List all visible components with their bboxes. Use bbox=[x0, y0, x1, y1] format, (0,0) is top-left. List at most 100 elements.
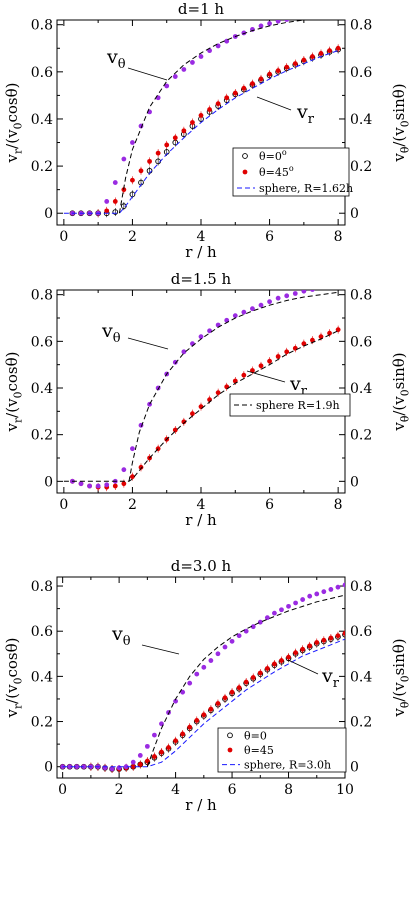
y-axis-label-left: vr/(v0cosθ) bbox=[3, 83, 25, 164]
label-part-rest: /(v bbox=[3, 129, 21, 149]
data-point bbox=[190, 120, 195, 125]
data-point bbox=[198, 334, 204, 340]
data-point bbox=[74, 764, 80, 770]
y-tick-label-right: 0.2 bbox=[350, 428, 372, 444]
legend-label: sphere, R=1.62h bbox=[259, 182, 353, 195]
label-part-tail: sinθ) bbox=[390, 83, 408, 120]
x-tick-label: 2 bbox=[128, 497, 137, 513]
data-point bbox=[112, 209, 119, 215]
data-point bbox=[87, 483, 92, 489]
label-part-sub2: 0 bbox=[12, 677, 25, 684]
data-point bbox=[207, 328, 212, 334]
annotation-pointer bbox=[256, 96, 292, 111]
data-point bbox=[116, 765, 122, 771]
data-point bbox=[166, 745, 171, 750]
legend-box bbox=[232, 147, 350, 197]
data-point bbox=[310, 290, 315, 292]
annotation-label: vθ bbox=[101, 320, 121, 346]
y-tick-label-left: 0.2 bbox=[31, 428, 53, 444]
data-point bbox=[155, 150, 161, 156]
label-part-main: v bbox=[390, 153, 408, 163]
data-point bbox=[222, 695, 228, 701]
x-tick-label: 10 bbox=[336, 782, 354, 798]
y-tick-label-left: 0.8 bbox=[31, 18, 53, 34]
data-point bbox=[275, 20, 281, 24]
y-tick-label-right: 0.4 bbox=[350, 112, 372, 128]
data-point bbox=[232, 90, 238, 96]
data-point bbox=[215, 101, 221, 107]
data-point bbox=[172, 427, 178, 433]
data-point bbox=[104, 208, 110, 214]
data-point bbox=[318, 334, 324, 340]
y-axis-label-right: vθ/(v0sinθ) bbox=[390, 352, 412, 431]
plot-area bbox=[63, 20, 341, 218]
series-line-2 bbox=[63, 330, 339, 482]
data-point bbox=[279, 658, 284, 663]
data-point bbox=[272, 661, 277, 667]
data-point bbox=[138, 168, 144, 174]
y-tick-label-left: 0 bbox=[44, 206, 53, 222]
label-part-main: v bbox=[3, 422, 21, 432]
series-line-4 bbox=[118, 20, 311, 214]
data-point bbox=[286, 654, 291, 660]
legend-label-sup: o bbox=[282, 148, 287, 157]
annotation-sub: θ bbox=[113, 331, 121, 346]
legend: θ=0 θ=45 sphere, R=3.0h bbox=[217, 727, 347, 773]
annotation-sub: r bbox=[301, 384, 308, 399]
legend-label: θ=45o bbox=[259, 164, 294, 179]
annotation-sub: r bbox=[308, 112, 315, 127]
y-axis-label-left: vr/(v0cosθ) bbox=[3, 352, 25, 433]
annotation-main: v bbox=[106, 46, 118, 68]
data-point bbox=[67, 764, 73, 770]
data-point bbox=[152, 754, 157, 759]
data-point bbox=[187, 680, 193, 686]
data-point bbox=[130, 140, 135, 145]
data-point bbox=[137, 753, 143, 758]
x-tick-label: 8 bbox=[284, 782, 293, 798]
x-tick-label: 4 bbox=[171, 782, 180, 798]
x-tick-label: 8 bbox=[334, 229, 343, 245]
x-axis-label: r / h bbox=[185, 511, 217, 529]
label-part-tail: cosθ) bbox=[3, 83, 21, 123]
data-point bbox=[121, 467, 127, 473]
y-tick-label-right: 0.8 bbox=[350, 579, 372, 595]
y-tick-label-right: 0.8 bbox=[350, 288, 372, 304]
data-point bbox=[335, 584, 341, 590]
data-point bbox=[130, 177, 135, 183]
y-tick-label-right: 0 bbox=[350, 474, 359, 490]
y-tick-label-right: 0 bbox=[350, 206, 359, 222]
data-point bbox=[190, 341, 195, 347]
data-point bbox=[123, 764, 129, 770]
annotation-main: v bbox=[101, 320, 113, 342]
label-part-rest: /(v bbox=[390, 682, 408, 702]
data-point bbox=[250, 368, 255, 373]
y-tick-label-left: 0.6 bbox=[31, 65, 53, 81]
data-point bbox=[257, 670, 263, 676]
series-line-3 bbox=[128, 291, 339, 482]
x-tick-label: 2 bbox=[128, 229, 137, 245]
data-point bbox=[121, 187, 127, 193]
legend-swatch-marker bbox=[227, 732, 233, 739]
data-point bbox=[187, 724, 193, 730]
y-tick-label-right: 0.4 bbox=[350, 669, 372, 685]
annotation-pointer bbox=[141, 644, 180, 655]
label-part-sub: θ bbox=[399, 702, 412, 709]
data-point bbox=[292, 345, 298, 351]
data-point bbox=[241, 309, 247, 315]
data-point bbox=[181, 419, 187, 425]
plot-area bbox=[59, 582, 345, 773]
label-part-sub2: 0 bbox=[399, 675, 412, 682]
data-point bbox=[144, 743, 150, 749]
data-point bbox=[102, 765, 108, 771]
data-point bbox=[112, 483, 118, 489]
data-point bbox=[243, 679, 249, 685]
data-point bbox=[258, 23, 264, 29]
y-tick-label-left: 0.8 bbox=[31, 579, 53, 595]
x-tick-label: 0 bbox=[59, 497, 68, 513]
label-part-sub2: 0 bbox=[12, 391, 25, 398]
y-tick-label-left: 0.4 bbox=[31, 669, 53, 685]
data-point bbox=[194, 671, 200, 677]
data-point bbox=[181, 67, 187, 72]
